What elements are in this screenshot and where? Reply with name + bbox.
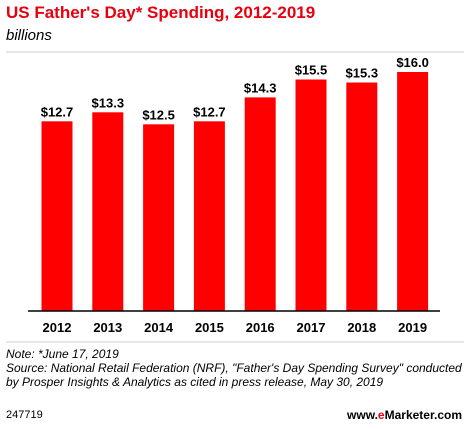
value-label-2012: $12.7	[41, 104, 74, 119]
x-tick-2016: 2016	[246, 320, 275, 335]
value-label-2016: $14.3	[244, 80, 277, 95]
bar-2016	[244, 97, 276, 312]
value-label-2014: $12.5	[142, 107, 175, 122]
brand-prefix: www.	[347, 408, 378, 422]
brand-suffix: .com	[433, 408, 462, 422]
x-tick-2014: 2014	[144, 320, 174, 335]
chart-subtitle: billions	[6, 27, 52, 44]
value-labels-group: $12.7 $13.3 $12.5 $12.7 $14.3 $15.5 $15.3 $16.0	[41, 55, 429, 122]
value-label-2017: $15.5	[295, 63, 328, 78]
x-tick-2015: 2015	[195, 320, 224, 335]
chart-title: US Father's Day* Spending, 2012-2019	[6, 3, 316, 22]
x-tick-2018: 2018	[347, 320, 376, 335]
footnotes: Note: *June 17, 2019 Source: National Re…	[6, 347, 464, 389]
bar-2015	[193, 121, 225, 311]
bar-2019	[397, 72, 429, 311]
brand-e: e	[377, 408, 385, 422]
value-label-2013: $13.3	[92, 95, 125, 110]
x-tick-2019: 2019	[398, 320, 427, 335]
x-tick-labels-group: 2012 2013 2014 2015 2016 2017 2018 2019	[43, 320, 428, 335]
x-tick-2012: 2012	[43, 320, 72, 335]
x-tick-2013: 2013	[93, 320, 122, 335]
value-label-2018: $15.3	[346, 66, 379, 81]
chart-id: 247719	[6, 409, 43, 421]
value-label-2015: $12.7	[193, 104, 226, 119]
bar-2018	[346, 82, 378, 311]
x-tick-2017: 2017	[297, 320, 326, 335]
bars-group	[41, 72, 429, 312]
source-text: Source: National Retail Federation (NRF)…	[6, 361, 462, 389]
bar-2017	[295, 79, 327, 311]
value-label-2019: $16.0	[396, 55, 429, 70]
bar-2014	[143, 124, 175, 311]
note-text: Note: *June 17, 2019	[6, 347, 119, 361]
bar-2012	[41, 121, 73, 311]
emarketer-logo: www.eMarketer.com	[347, 408, 462, 422]
brand-name: Marketer	[384, 408, 434, 422]
bar-2013	[92, 112, 124, 311]
